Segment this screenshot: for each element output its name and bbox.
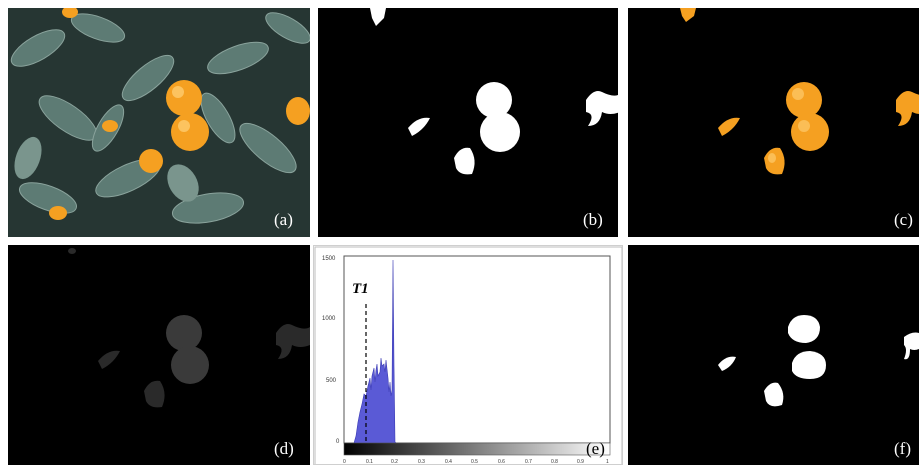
panel-d-label: (d) [274,439,294,458]
x-tick-0.4: 0.4 [445,459,452,465]
x-tick-0.8: 0.8 [551,459,558,465]
grayscale-colorbar [343,442,611,456]
histogram-chart: T1 1500 1000 500 0 0 0.1 0.2 0.3 0.4 0.5… [314,246,622,465]
x-tick-0.2: 0.2 [391,459,398,465]
x-tick-0.7: 0.7 [525,459,532,465]
panel-b-mask: (b) [318,8,618,237]
final-mask-image [628,245,919,465]
grayscale-image [8,245,310,465]
panel-f-label: (f) [894,439,911,458]
threshold-label: T1 [352,281,369,297]
y-tick-1500: 1500 [322,256,336,262]
binary-mask-image [318,8,618,237]
panel-a-photo: (a) [8,8,310,237]
x-tick-0.3: 0.3 [418,459,425,465]
panel-e-label: (e) [586,439,605,458]
masked-fruit-image [628,8,919,237]
panel-c-masked: (c) [628,8,919,237]
panel-d-grayscale: (d) [8,245,310,465]
panel-b-label: (b) [583,210,603,229]
orange-tree-image [8,8,310,237]
panel-a-label: (a) [274,210,293,229]
panel-c-label: (c) [894,210,913,229]
histogram-bars [353,259,397,444]
x-tick-1: 1 [606,459,609,465]
panel-e-histogram: T1 1500 1000 500 0 0 0.1 0.2 0.3 0.4 0.5… [313,245,623,465]
x-tick-0.6: 0.6 [498,459,505,465]
y-tick-500: 500 [326,378,337,384]
panel-f-mask: (f) [628,245,919,465]
x-tick-0.5: 0.5 [471,459,478,465]
y-tick-0: 0 [336,439,340,445]
y-tick-1000: 1000 [322,316,336,322]
x-tick-0: 0 [343,459,346,465]
x-tick-0.9: 0.9 [577,459,584,465]
x-tick-0.1: 0.1 [366,459,373,465]
